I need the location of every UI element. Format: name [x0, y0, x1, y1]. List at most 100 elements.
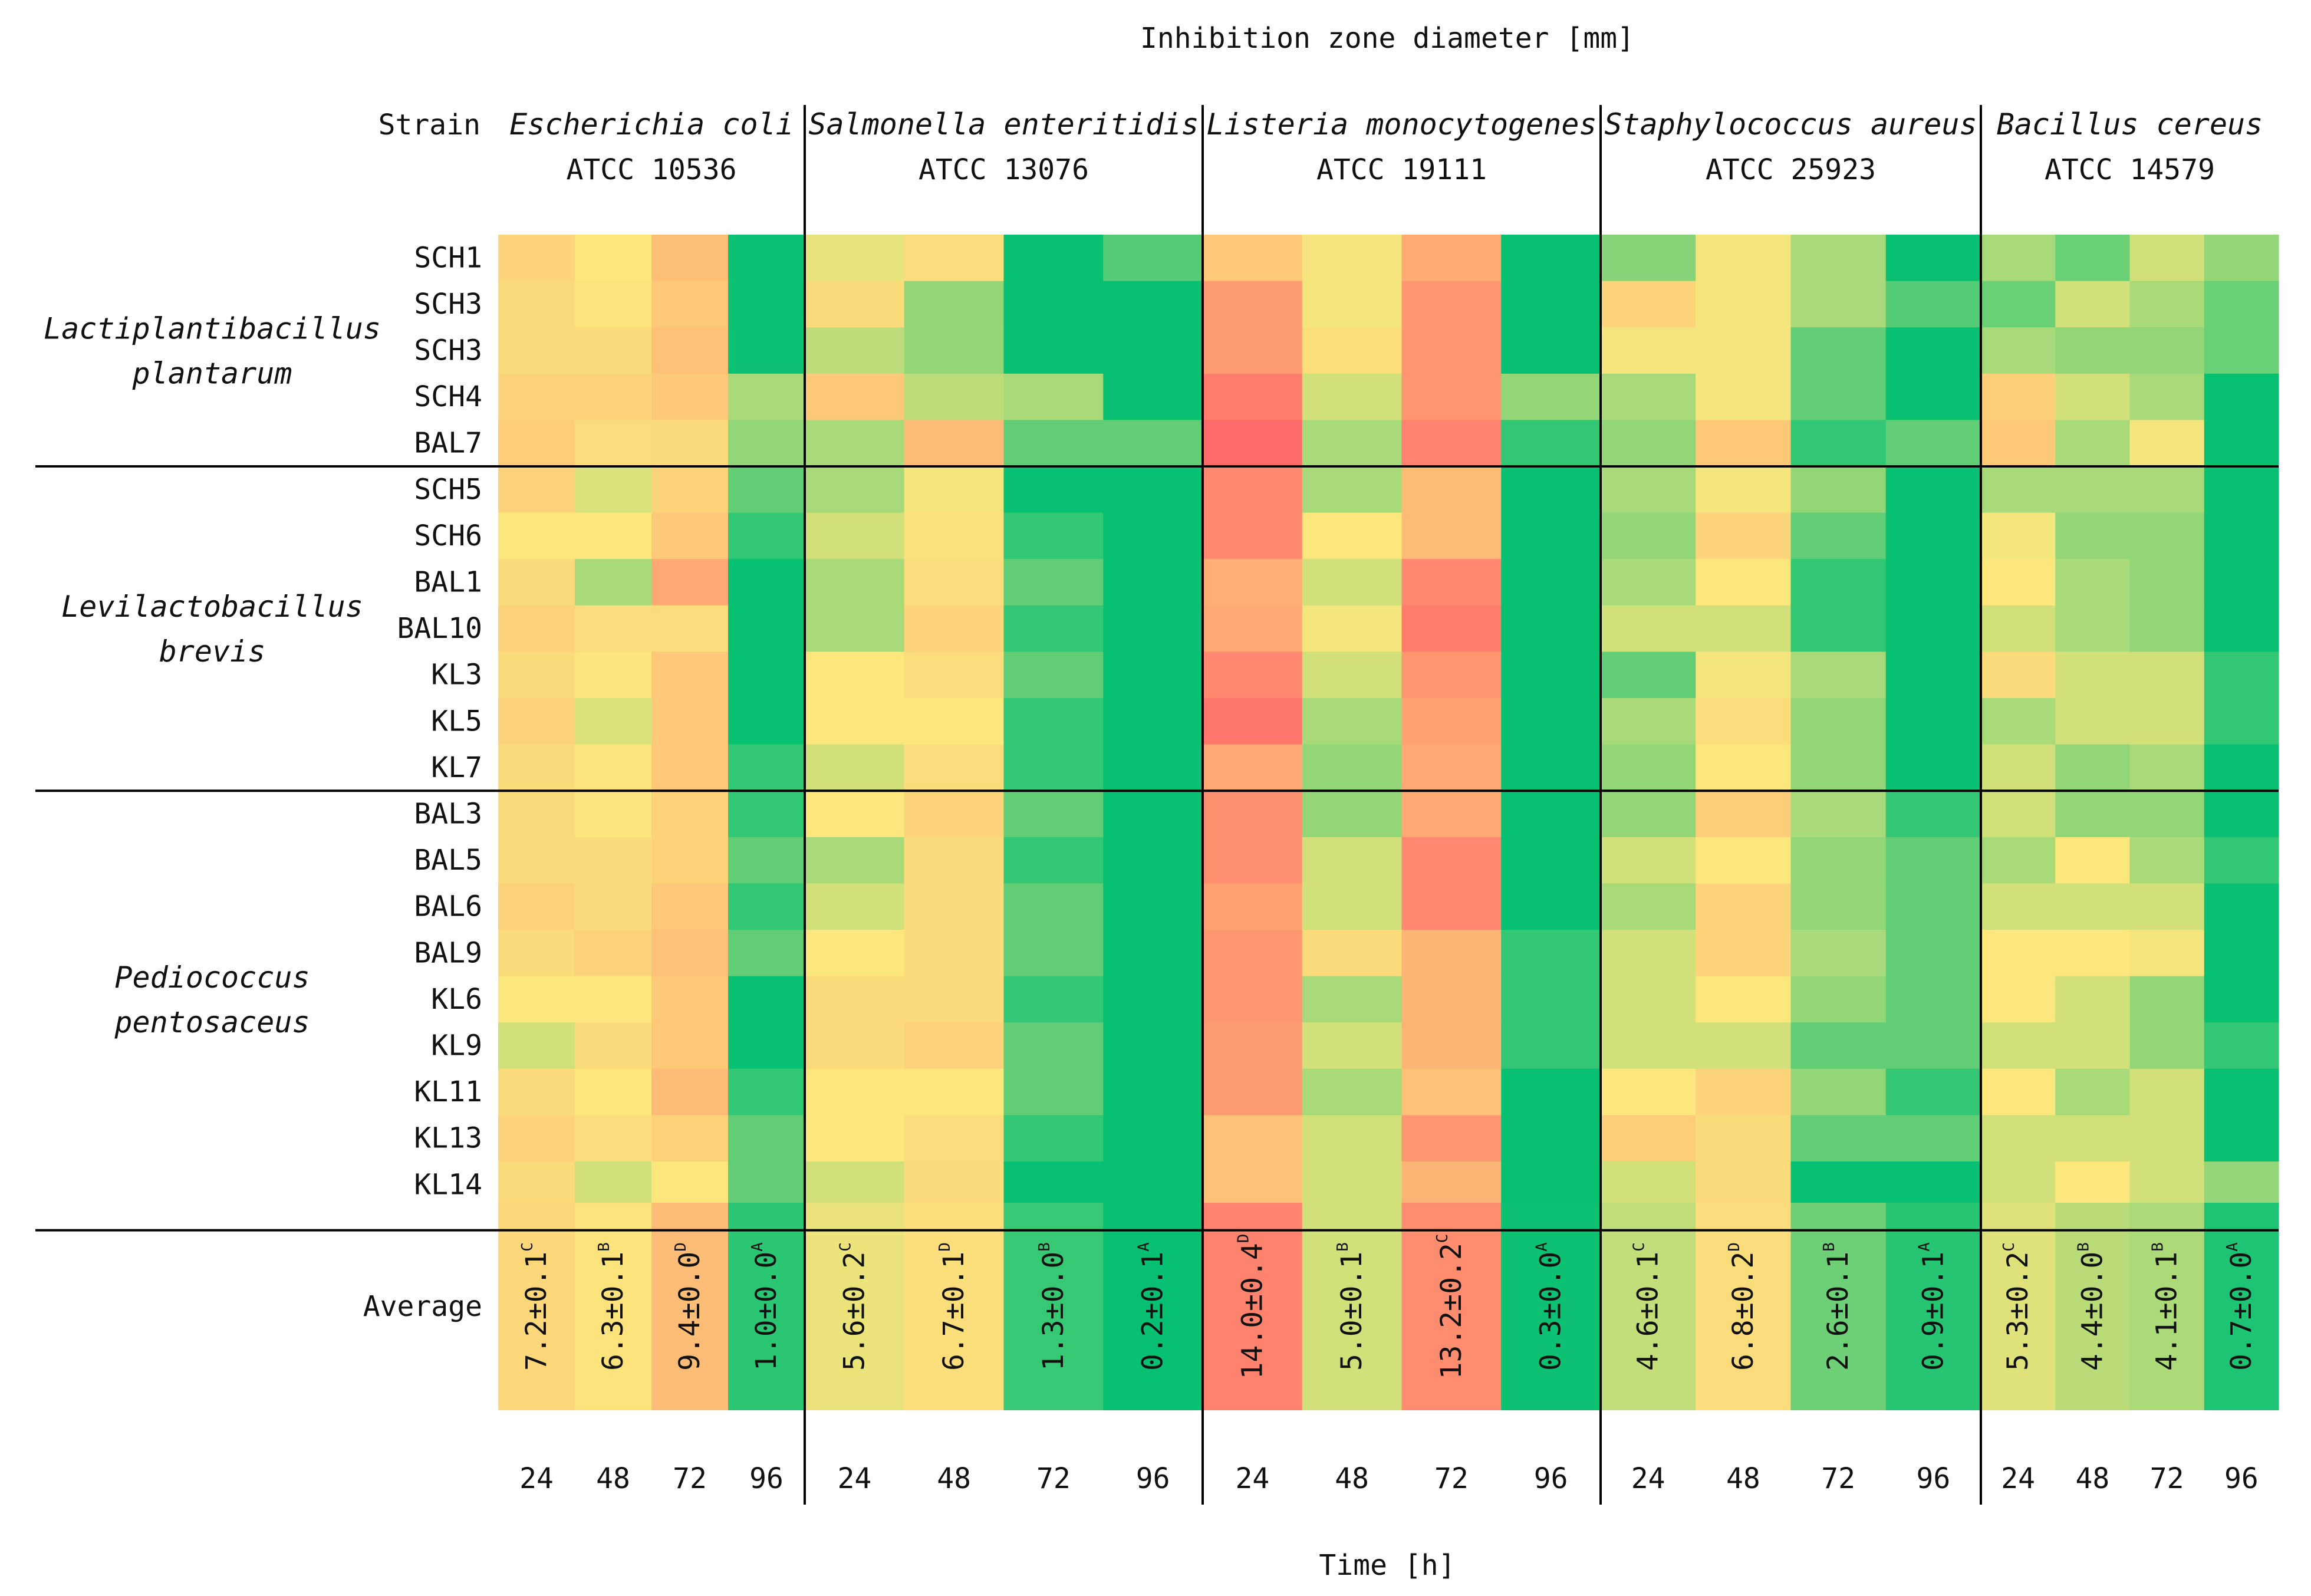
strain-label: BAL3 — [414, 798, 482, 831]
significance-letter: A — [1533, 1242, 1551, 1252]
significance-letter: B — [1334, 1242, 1352, 1252]
heatmap-cell — [805, 883, 905, 930]
heatmap-cell — [904, 1022, 1005, 1070]
heatmap-cell — [904, 605, 1005, 652]
time-tick-label: 96 — [2224, 1462, 2259, 1495]
heatmap-cell — [1885, 559, 1981, 606]
heatmap-cell — [728, 930, 805, 977]
heatmap-cell — [651, 605, 729, 652]
significance-letter: D — [936, 1242, 954, 1252]
heatmap-cell — [1501, 930, 1601, 977]
heatmap-cell — [651, 1022, 729, 1070]
heatmap-cell — [1003, 744, 1104, 791]
heatmap-cell — [2055, 744, 2131, 791]
heatmap-cell — [1003, 559, 1104, 606]
heatmap-cell — [1501, 605, 1601, 652]
pathogen-name: Escherichia coli — [509, 107, 794, 141]
heatmap-cell — [1885, 235, 1981, 282]
strain-label: SCH1 — [414, 241, 482, 274]
heatmap-cell — [1601, 512, 1696, 560]
strain-label: KL14 — [414, 1168, 482, 1201]
strain-label: BAL10 — [397, 612, 483, 645]
heatmap-cell — [1790, 512, 1887, 560]
heatmap-cell — [498, 466, 575, 514]
heatmap-cell — [2055, 1115, 2131, 1162]
heatmap-cell — [805, 235, 905, 282]
heatmap-cell — [805, 698, 905, 745]
heatmap-cell — [2204, 837, 2279, 884]
heatmap-cell — [728, 1068, 805, 1115]
heatmap-cell — [1601, 373, 1696, 420]
heatmap-cell — [1401, 1115, 1502, 1162]
heatmap-cell — [1981, 420, 2056, 467]
average-label: 4.4±0.0B — [2075, 1242, 2109, 1371]
heatmap-cell — [651, 281, 729, 328]
heatmap-cell — [728, 1115, 805, 1162]
significance-letter: B — [1821, 1242, 1838, 1252]
heatmap-cell — [1401, 281, 1502, 328]
time-tick-label: 24 — [1235, 1462, 1269, 1495]
heatmap-cell — [1885, 1022, 1981, 1070]
heatmap-cell — [1302, 235, 1403, 282]
heatmap-cell — [575, 1068, 652, 1115]
heatmap-cell — [1696, 605, 1792, 652]
heatmap-cell — [1790, 744, 1887, 791]
average-label: 6.3±0.1B — [595, 1242, 630, 1371]
heatmap-cell — [1981, 698, 2056, 745]
heatmap-cell — [1203, 976, 1303, 1023]
heatmap-cell — [904, 930, 1005, 977]
heatmap-cell — [1790, 420, 1887, 467]
heatmap-cell — [2055, 327, 2131, 374]
heatmap-cell — [1302, 281, 1403, 328]
heatmap-cell — [2204, 1115, 2279, 1162]
heatmap-cell — [1103, 235, 1203, 282]
heatmap-cell — [651, 883, 729, 930]
average-cell — [1302, 1203, 1403, 1410]
species-label: Pediococcus — [114, 960, 310, 995]
heatmap-cell — [1601, 466, 1696, 514]
heatmap-cell — [728, 235, 805, 282]
heatmap-cell — [2204, 698, 2279, 745]
heatmap-cell — [2055, 466, 2131, 514]
heatmap-cell — [498, 373, 575, 420]
heatmap-cell — [575, 698, 652, 745]
heatmap-cell — [1885, 512, 1981, 560]
heatmap-cell — [498, 744, 575, 791]
heatmap-cell — [2055, 837, 2131, 884]
heatmap-cell — [805, 373, 905, 420]
heatmap-cell — [1981, 651, 2056, 699]
average-cell — [2204, 1203, 2279, 1410]
heatmap-cell — [728, 420, 805, 467]
heatmap-cell — [1501, 235, 1601, 282]
heatmap-cells — [498, 235, 2279, 1209]
heatmap-cell — [1302, 651, 1403, 699]
average-label: 0.2±0.1A — [1135, 1242, 1170, 1371]
heatmap-cell — [1601, 1022, 1696, 1070]
heatmap-cell — [1302, 466, 1403, 514]
heatmap-cell — [904, 883, 1005, 930]
heatmap-cell — [805, 605, 905, 652]
heatmap-cell — [1790, 559, 1887, 606]
heatmap-cell — [805, 466, 905, 514]
heatmap-cell — [1696, 466, 1792, 514]
heatmap-cell — [1885, 976, 1981, 1023]
average-label: 2.6±0.1B — [1821, 1242, 1855, 1371]
heatmap-cell — [1003, 512, 1104, 560]
time-tick-label: 72 — [1821, 1462, 1855, 1495]
heatmap-cell — [651, 373, 729, 420]
heatmap-cell — [1003, 1022, 1104, 1070]
heatmap-cell — [651, 466, 729, 514]
heatmap-cell — [2204, 605, 2279, 652]
heatmap-cell — [805, 1161, 905, 1209]
heatmap-cell — [498, 930, 575, 977]
heatmap-cell — [2204, 930, 2279, 977]
heatmap-cell — [1401, 976, 1502, 1023]
heatmap-cell — [728, 559, 805, 606]
heatmap-cell — [575, 651, 652, 699]
heatmap-cell — [575, 1161, 652, 1209]
significance-letter: A — [2224, 1242, 2241, 1252]
heatmap-cell — [2129, 791, 2205, 838]
heatmap-cell — [1401, 698, 1502, 745]
heatmap-cell — [805, 1022, 905, 1070]
heatmap-cell — [1501, 466, 1601, 514]
